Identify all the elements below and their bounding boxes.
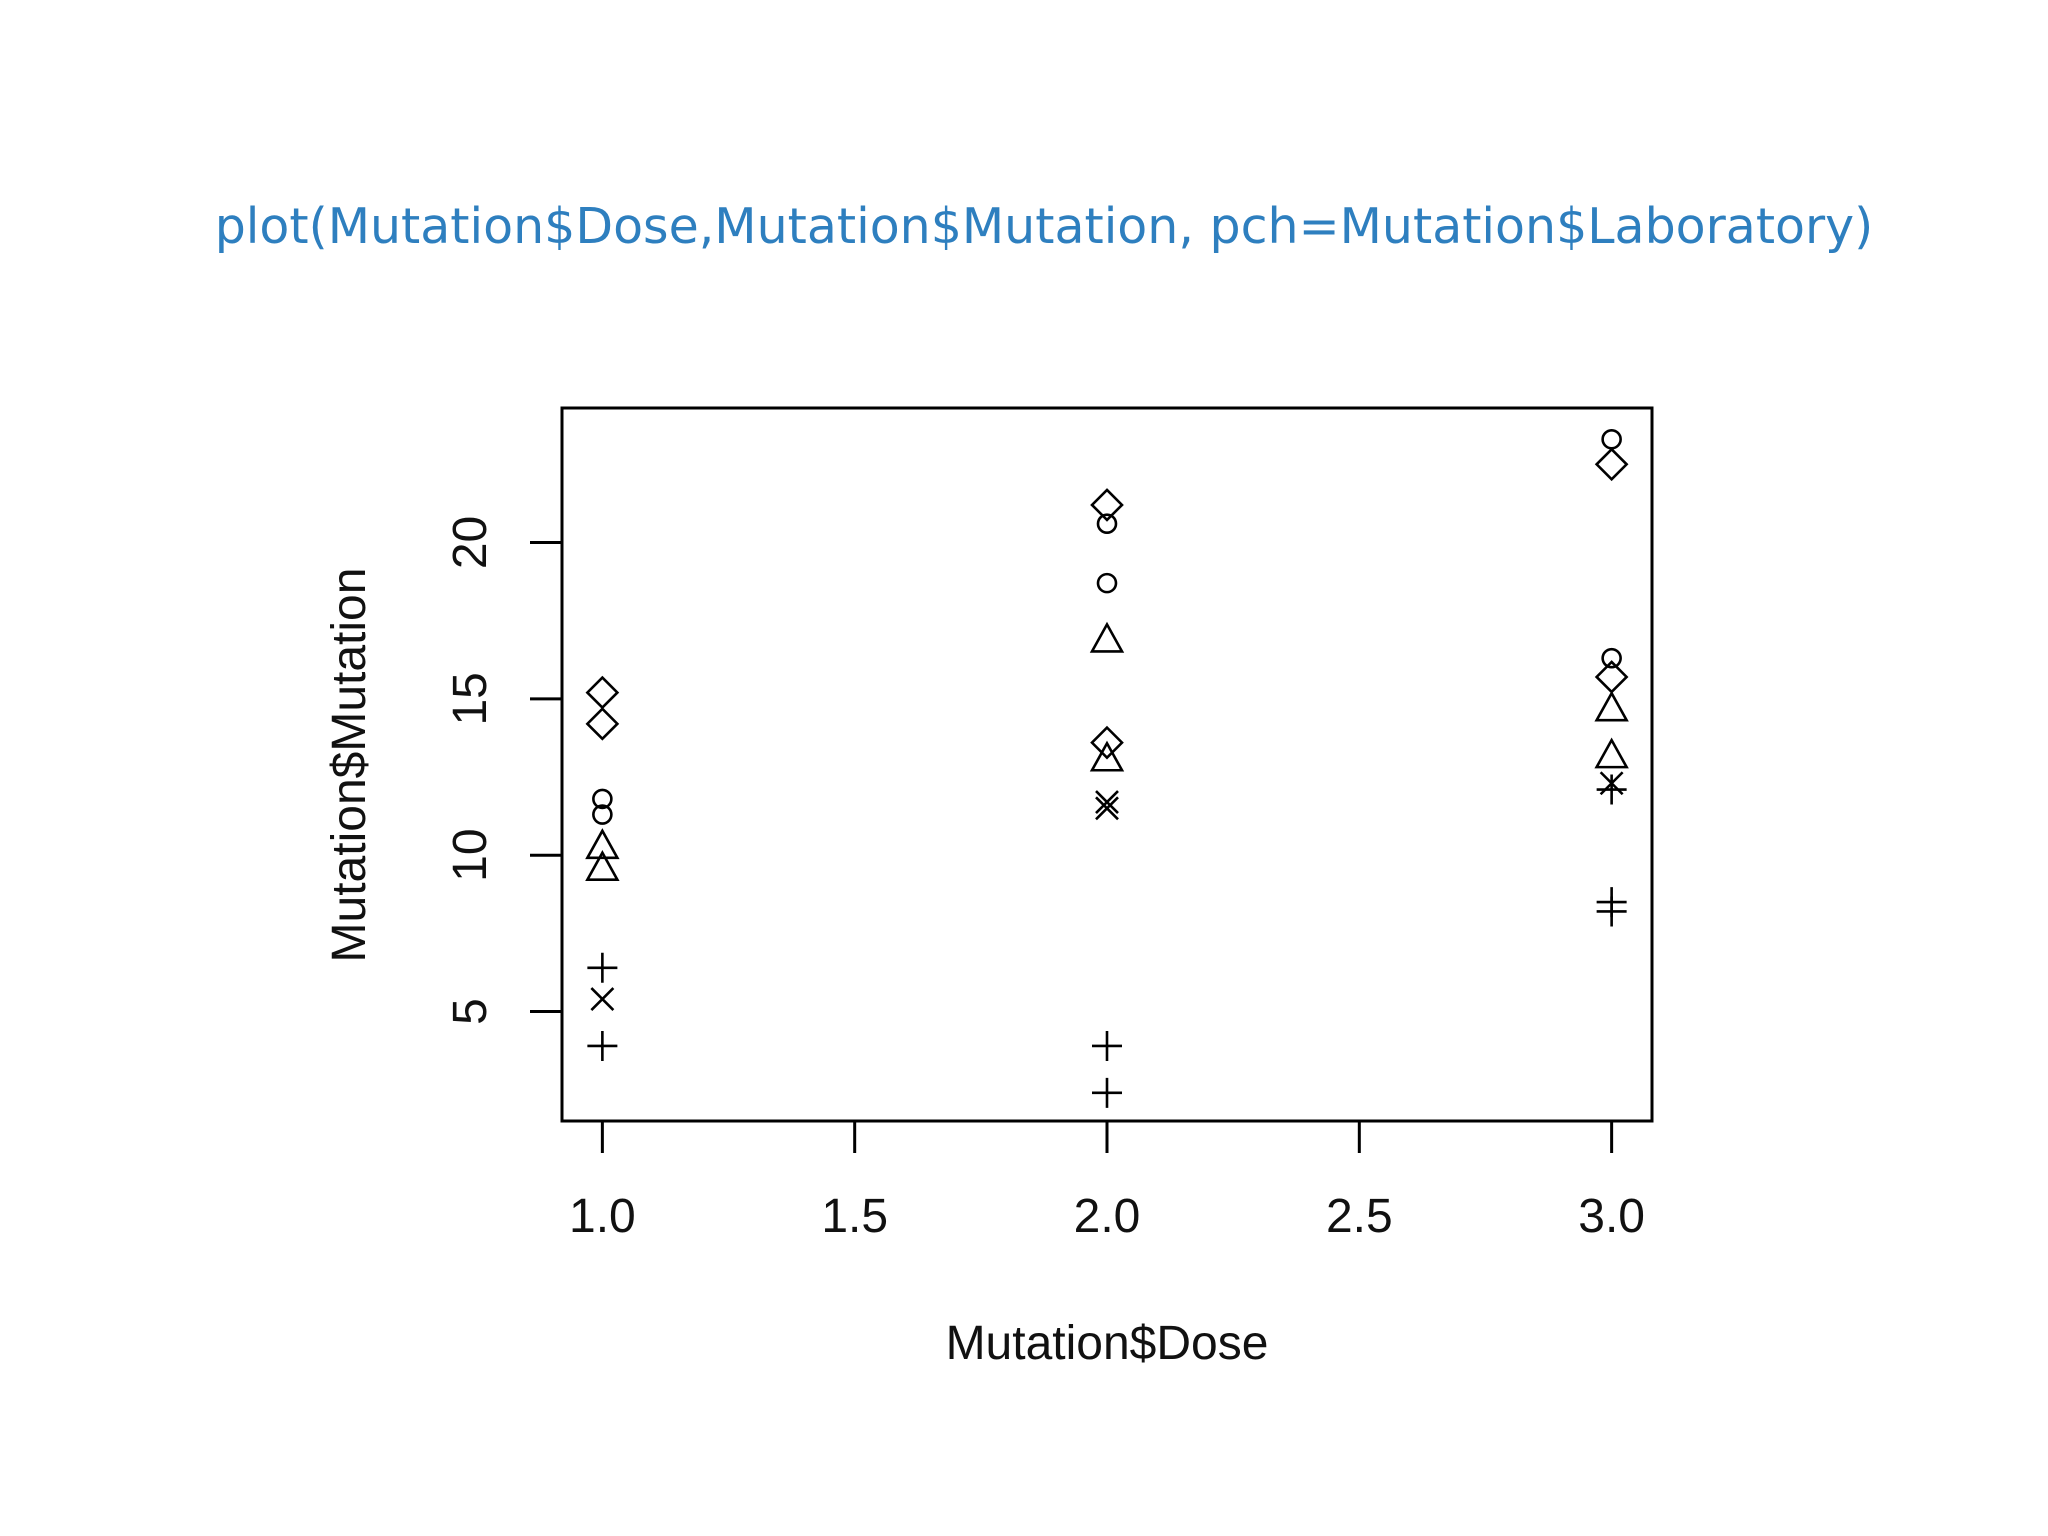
data-point-diamond	[585, 707, 620, 741]
data-point-triangle	[1089, 740, 1125, 772]
x-tick-label: 3.0	[1578, 1190, 1645, 1243]
data-point-circle	[1096, 572, 1118, 594]
y-axis: 5 10 15 20	[444, 516, 562, 1025]
data-point-plus	[587, 952, 618, 983]
data-point-diamond	[1090, 488, 1124, 522]
data-point-plus	[1596, 774, 1627, 805]
x-axis: 1.0 1.5 2.0 2.5 3.0	[569, 1121, 1645, 1243]
data-point-diamond	[585, 675, 620, 710]
y-axis-label: Mutation$Mutation	[323, 568, 376, 963]
code-title: plot(Mutation$Dose,Mutation$Mutation, pc…	[214, 198, 1874, 255]
data-point-circle	[592, 788, 613, 810]
data-point-triangle	[1594, 690, 1629, 722]
data-point-plus	[587, 1030, 618, 1061]
data-point-plus	[1092, 1030, 1122, 1061]
data-point-circle	[1601, 647, 1622, 669]
data-point-circle	[1096, 513, 1118, 535]
data-point-circle	[592, 804, 613, 825]
data-point-cross	[590, 987, 615, 1011]
data-point-triangle	[1594, 737, 1629, 769]
x-axis-label: Mutation$Dose	[946, 1317, 1269, 1370]
data-point-triangle	[585, 850, 620, 881]
data-point-diamond	[1594, 447, 1629, 482]
y-tick-label: 10	[444, 828, 497, 881]
x-tick-label: 1.0	[569, 1190, 636, 1243]
data-point-diamond	[1090, 725, 1124, 760]
y-tick-label: 5	[444, 998, 497, 1025]
x-tick-label: 1.5	[821, 1190, 888, 1243]
y-tick-label: 20	[444, 516, 497, 569]
data-point-circle	[1601, 428, 1622, 450]
data-point-triangle	[585, 828, 620, 860]
y-tick-label: 15	[444, 672, 497, 725]
data-point-cross	[1095, 790, 1119, 814]
x-tick-label: 2.5	[1326, 1190, 1393, 1243]
data-point-triangle	[1089, 621, 1125, 653]
data-point-plus	[1092, 1077, 1122, 1108]
data-point-cross	[1095, 796, 1119, 821]
data-points	[585, 428, 1629, 1108]
x-tick-label: 2.0	[1074, 1190, 1141, 1243]
data-point-plus	[1596, 896, 1627, 927]
